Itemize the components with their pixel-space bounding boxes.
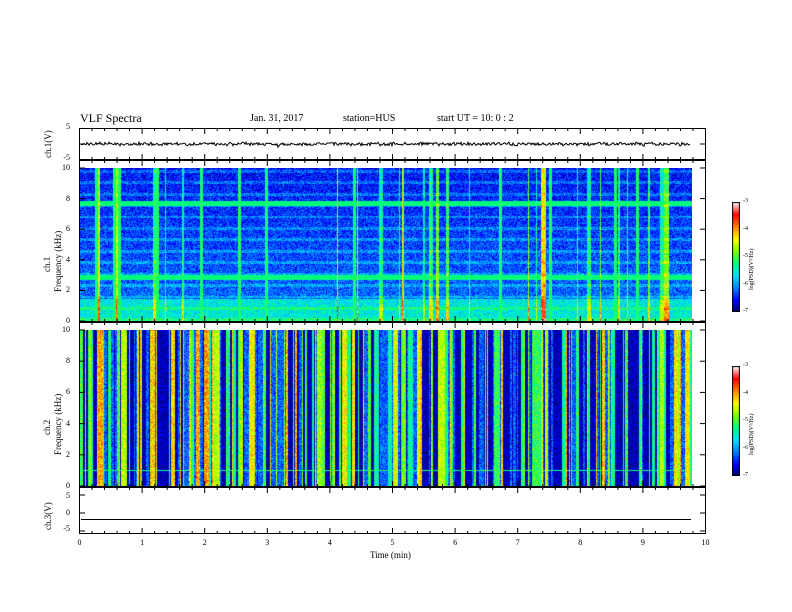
ch1-waveform-ylabel: ch.1(V) [43,130,53,158]
time-tick-label: 5 [390,538,395,547]
ch1-colorbar-tick-label: -3 [743,198,748,204]
ch1-colorbar-tick-label: -5 [743,253,748,259]
ch1-colorbar-tick-label: -6 [743,280,748,287]
ch2-spectrogram-ylabel-line1: ch.2 [42,419,52,435]
ch3-waveform-ylabel: ch.3(V) [43,502,53,530]
ch3-wave-border [79,487,706,534]
ch1-colorbar-tick-label: -4 [743,225,748,232]
ch2-spectrogram-frame [79,322,706,487]
ch1-colorbar-tick-label: -7 [743,308,748,314]
ch1-spectrogram-ylabel-line1: ch.1 [42,256,52,272]
ch1-wave-ytick-top: 5 [66,122,70,131]
ch1-waveform-line [80,140,691,149]
ch2-colorbar-tick-label: -5 [743,417,748,423]
start-ut-label: start UT = 10: 0 : 2 [437,113,514,124]
ch3-ytick-5: 5 [66,491,70,500]
figure-title: VLF Spectra [80,111,142,125]
ch3-waveform-panel [79,487,706,534]
time-tick-label: 3 [265,538,270,547]
ch2-colorbar [732,366,740,476]
ch2-colorbar-tick-label: -3 [743,362,748,368]
ch1-spec-ytick-label: 10 [62,163,70,172]
time-tick-label: 7 [515,538,520,547]
ch1-spec-border [79,160,706,322]
ch1-colorbar [732,202,740,312]
time-tick-label: 2 [202,538,207,547]
ch1-spectrogram-frame [79,160,706,322]
ch2-spec-ytick-label: 10 [62,325,70,334]
time-tick-label: 0 [77,538,82,547]
ch2-spec-ytick-label: 8 [66,356,70,366]
ch1-waveform-panel [79,128,706,160]
time-tick-label: 9 [640,538,645,547]
time-tick-label: 10 [701,538,710,547]
ch2-colorbar-tick-label: -4 [743,389,748,396]
ch1-spec-ytick-label: 8 [66,193,70,203]
ch3-ytick-0: 0 [66,508,70,517]
time-tick-label: 8 [578,538,583,547]
ch2-spec-ytick-label: 6 [66,387,70,397]
ch1-colorbar-label: log(PSD)(V²/Hz) [749,248,755,290]
ch2-spec-ytick-label: 0 [66,481,70,490]
ch1-wave-ytick-bottom: -5 [63,153,70,162]
date-label: Jan. 31, 2017 [250,113,304,124]
time-tick-label: 4 [327,538,332,547]
time-tick-label: 1 [140,538,145,547]
ch2-colorbar-label: log(PSD)(V²/Hz) [749,413,755,455]
ch2-spec-border [79,322,706,487]
ch1-spectrogram-image [80,168,692,321]
ch2-spectrogram-image [80,330,692,486]
ch3-ytick-minus5: -5 [63,524,70,533]
station-label: station=HUS [343,113,396,124]
ch1-spec-ytick-label: 2 [66,285,70,295]
ch2-colorbar-tick-label: -6 [743,444,748,451]
time-tick-label: 6 [453,538,458,547]
ch1-spec-ytick-label: 4 [66,254,70,264]
ch2-spec-ytick-label: 4 [66,418,70,428]
ch2-colorbar-tick-label: -7 [743,472,748,478]
ch2-spec-ytick-label: 2 [66,449,70,459]
ch1-spec-ytick-label: 6 [66,224,70,234]
ch1-spec-ytick-label: 0 [66,316,70,325]
time-axis-label: Time (min) [370,550,411,560]
